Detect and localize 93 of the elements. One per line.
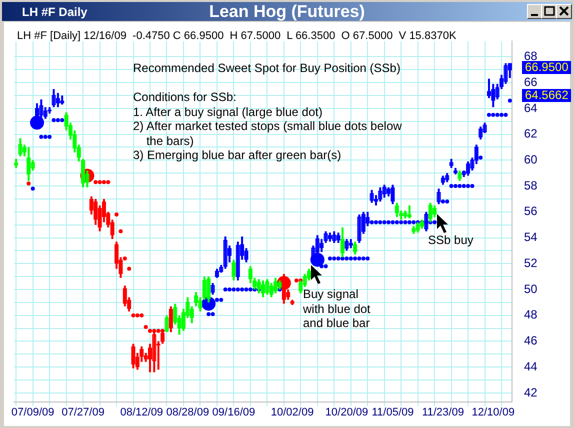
point (148, 328, 152, 333)
text: Recommended Sweet Spot for Buy Position (SSb) Conditions for SSb: 1. After a buy signal (large blue dot) 2) After market tested stops (small blue dots below the bars) 3) Emerging blue bar after green bar(s) (133, 61, 402, 162)
candlestick (236, 240, 240, 282)
candlestick (378, 186, 382, 203)
candlestick (52, 88, 56, 108)
candlestick (340, 226, 345, 258)
point (114, 212, 119, 216)
candlestick (18, 137, 22, 158)
y-tick-label: 44 (524, 359, 538, 374)
candlestick (60, 94, 64, 106)
candlestick (432, 204, 437, 218)
candlestick (504, 62, 508, 85)
point (94, 180, 98, 184)
candlestick (328, 232, 332, 243)
y-tick-label: 60 (524, 152, 538, 166)
candlestick (491, 82, 496, 108)
x-tick-label: 07/27/09 (62, 406, 104, 419)
x-tick-label: 07/09/09 (11, 406, 54, 419)
candlestick (336, 232, 340, 244)
candlestick (382, 184, 386, 199)
candlestick (232, 258, 236, 282)
point (26, 181, 31, 186)
text: 64.5662 (522, 88, 572, 102)
point (135, 313, 140, 318)
candlestick (164, 314, 169, 334)
y-tick-label: 58 (524, 178, 538, 192)
annotation: Buy signal with blue dot and blue bar (303, 287, 370, 330)
x-tick-label: 11/05/09 (372, 406, 414, 419)
candlestick (265, 278, 270, 296)
x-tick-label: 10/20/09 (325, 406, 368, 419)
candlestick (486, 78, 491, 100)
candlestick (407, 204, 412, 220)
annotation: SSb buy (428, 233, 474, 248)
candlestick (261, 279, 265, 298)
x-tick-label: 10/02/09 (270, 406, 314, 419)
x-tick-label: 09/16/09 (212, 406, 256, 419)
y-tick-label: 48 (524, 308, 538, 322)
candlestick (353, 240, 358, 256)
candlestick (390, 184, 395, 206)
candlestick (332, 230, 336, 244)
x-tick-label: 12/10/09 (472, 406, 515, 419)
candlestick (344, 238, 349, 252)
point (131, 313, 136, 318)
y-tick-label: 56 (524, 204, 538, 218)
candlestick (269, 282, 274, 298)
point (127, 266, 132, 271)
text: 66.9500 (522, 60, 572, 74)
candlestick (14, 158, 18, 169)
point (122, 256, 127, 260)
point (156, 328, 160, 333)
candlestick (357, 213, 362, 244)
candlestick (206, 276, 211, 304)
point (98, 180, 102, 184)
candlestick (168, 305, 173, 334)
y-tick-label: 64 (524, 100, 538, 115)
candlestick (394, 202, 399, 218)
candlestick (348, 238, 353, 250)
candlestick (458, 170, 462, 182)
candlestick (122, 284, 127, 308)
y-tick-label: 54 (524, 230, 538, 244)
chart-subtitle: LH #F [Daily] 12/16/09 -0.4750 C 66.9500 H 67.5000 L 66.3500 O 67.5000 V 15.8370K (17, 30, 456, 42)
candlestick (440, 174, 445, 186)
candlestick (370, 188, 374, 204)
y-tick-label: 66 (524, 74, 538, 89)
candlestick (445, 172, 450, 184)
y-tick-label: 62 (524, 126, 538, 141)
candlestick (223, 235, 228, 270)
candlestick (466, 160, 470, 177)
x-tick-label: 08/28/09 (166, 406, 210, 419)
x-tick-label: 11/23/09 (422, 406, 464, 419)
candlestick (478, 126, 483, 140)
candlestick (210, 282, 215, 296)
y-tick-label: 52 (524, 256, 538, 270)
candlestick (56, 92, 60, 108)
y-tick-label: 46 (524, 334, 538, 348)
text: LH #F Daily (22, 5, 88, 19)
point (118, 229, 123, 234)
candlestick (214, 268, 219, 279)
point (294, 278, 298, 282)
candlestick (436, 188, 441, 206)
point (102, 180, 106, 184)
y-tick-label: 50 (524, 282, 538, 296)
x-tick-label: 08/12/09 (120, 406, 164, 419)
y-tick-label: 42 (524, 385, 538, 400)
point (106, 180, 110, 184)
candlestick (386, 186, 391, 198)
candlestick (131, 342, 136, 370)
point (144, 324, 148, 329)
candlestick (194, 291, 198, 308)
chart-title: Lean Hog (Futures) (209, 2, 365, 21)
candlestick (30, 159, 35, 172)
point (140, 313, 144, 318)
candlestick (449, 158, 454, 169)
